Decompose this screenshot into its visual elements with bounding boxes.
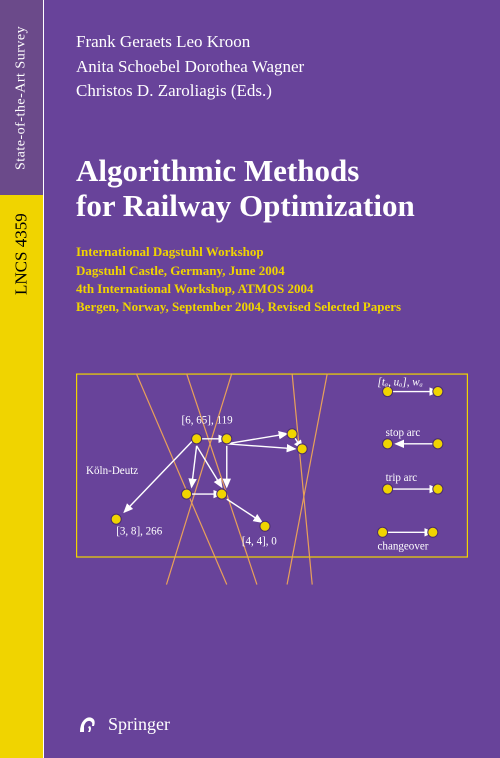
- svg-text:[4, 4], 0: [4, 4], 0: [242, 535, 277, 547]
- network-diagram: Köln-Deutz [6, 65], 119 [tₐ, uₐ], wₐ [3, 8]…: [76, 344, 468, 614]
- svg-text:changeover: changeover: [378, 540, 429, 552]
- svg-text:Köln-Deutz: Köln-Deutz: [86, 465, 138, 477]
- springer-horse-icon: [76, 712, 100, 736]
- svg-text:[6, 65], 119: [6, 65], 119: [182, 415, 234, 427]
- editors-block: Frank Geraets Leo Kroon Anita Schoebel D…: [76, 30, 468, 104]
- subtitle-block: International Dagstuhl Workshop Dagstuhl…: [76, 243, 468, 316]
- svg-text:stop arc: stop arc: [386, 427, 421, 439]
- editors-line: Christos D. Zaroliagis (Eds.): [76, 79, 468, 104]
- subtitle-line: Bergen, Norway, September 2004, Revised …: [76, 298, 468, 316]
- spine-volume-label: LNCS 4359: [0, 195, 44, 758]
- publisher-name: Springer: [108, 714, 170, 735]
- spine-series-label: State-of-the-Art Survey: [0, 0, 44, 195]
- diagram-container: Köln-Deutz [6, 65], 119 [tₐ, uₐ], wₐ [3, 8]…: [76, 344, 468, 758]
- subtitle-line: Dagstuhl Castle, Germany, June 2004: [76, 262, 468, 280]
- spine: State-of-the-Art Survey LNCS 4359: [0, 0, 44, 758]
- svg-text:[3, 8], 266: [3, 8], 266: [116, 525, 162, 537]
- editors-line: Anita Schoebel Dorothea Wagner: [76, 55, 468, 80]
- editors-line: Frank Geraets Leo Kroon: [76, 30, 468, 55]
- publisher-block: Springer: [76, 712, 170, 736]
- title-line: for Railway Optimization: [76, 189, 468, 224]
- svg-text:[tₐ, uₐ], wₐ: [tₐ, uₐ], wₐ: [378, 377, 423, 389]
- book-cover: State-of-the-Art Survey LNCS 4359 Frank …: [0, 0, 500, 758]
- svg-text:trip arc: trip arc: [386, 472, 418, 484]
- title-line: Algorithmic Methods: [76, 154, 468, 189]
- book-title: Algorithmic Methods for Railway Optimiza…: [76, 154, 468, 223]
- cover-main: Frank Geraets Leo Kroon Anita Schoebel D…: [44, 0, 500, 758]
- subtitle-line: 4th International Workshop, ATMOS 2004: [76, 280, 468, 298]
- subtitle-line: International Dagstuhl Workshop: [76, 243, 468, 261]
